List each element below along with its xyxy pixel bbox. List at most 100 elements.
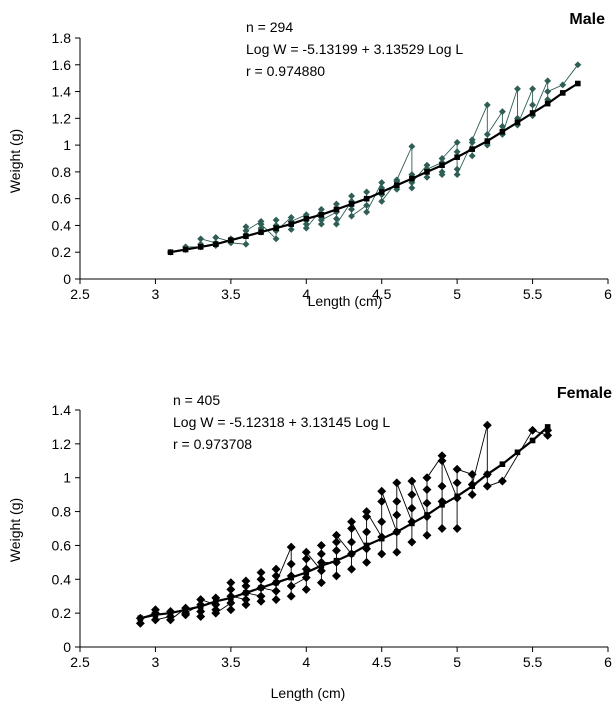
female-fitted-point (454, 493, 460, 500)
female-observed-point (407, 476, 417, 486)
female-observed-point (346, 564, 357, 574)
male-fitted-point (212, 241, 219, 247)
male-fitted-point (575, 80, 581, 87)
male-observed-point (287, 225, 295, 234)
female-observed-point (256, 567, 266, 578)
male-y-tick-label: 1 (63, 137, 71, 153)
female-observed-point (226, 605, 236, 615)
male-fitted-point (363, 195, 370, 202)
male-fitted-point (243, 233, 249, 239)
female-observed-point (362, 557, 372, 567)
female-observed-point (362, 527, 372, 537)
male-observed-point (498, 108, 506, 116)
female-x-tick-label: 6 (604, 654, 612, 670)
female-fitted-point (484, 471, 491, 478)
female-observed-point (392, 478, 402, 488)
female-observed-point (301, 573, 311, 583)
male-y-tick-label: 0.2 (52, 244, 72, 260)
female-fitted-point (182, 606, 189, 613)
female-observed-series-line (139, 425, 549, 624)
female-fitted-point (137, 615, 144, 622)
male-x-tick-label: 3.5 (221, 286, 241, 302)
female-observed-point (467, 469, 477, 479)
female-observed-point (286, 581, 296, 591)
male-observed-point (559, 81, 567, 89)
female-observed-point (377, 496, 387, 506)
male-observed-point (197, 235, 205, 243)
female-y-tick-label: 0.8 (52, 504, 72, 520)
male-fitted-point (394, 182, 400, 189)
female-observed-point (422, 498, 432, 508)
male-fitted-point (529, 110, 536, 116)
male-observed-point (242, 240, 250, 248)
female-observed-point (316, 540, 326, 550)
female-observed-point (392, 496, 402, 506)
female-fitted-point (363, 542, 370, 549)
male-fitted-series-line (170, 82, 579, 254)
female-fitted-point (197, 603, 204, 610)
male-regression-equation: Log W = -5.13199 + 3.13529 Log L (246, 41, 463, 57)
female-fitted-point (348, 551, 355, 557)
male-observed-point (363, 188, 371, 196)
male-observed-point (347, 205, 356, 213)
male-y-tick-label: 0.4 (52, 217, 72, 233)
female-observed-point (362, 507, 372, 517)
male-observed-point (468, 136, 476, 144)
female-fitted-point (243, 590, 249, 596)
male-observed-point (438, 171, 446, 179)
male-fitted-point (182, 246, 189, 253)
male-observed-point (513, 85, 522, 93)
male-x-tick-label: 4.5 (372, 286, 392, 302)
female-observed-point (452, 523, 462, 534)
female-observed-point (407, 490, 417, 500)
male-observed-point (544, 88, 552, 96)
female-observed-point (301, 584, 311, 594)
male-observed-point (453, 171, 461, 179)
male-fitted-point (167, 249, 174, 256)
female-observed-point (452, 464, 462, 474)
female-y-tick-label: 1.4 (52, 402, 72, 418)
female-fitted-point (228, 595, 234, 601)
male-fitted-point (378, 189, 385, 195)
male-observed-point (468, 152, 476, 160)
male-chart-title: Male (569, 11, 605, 28)
male-y-tick-label: 1.6 (52, 57, 72, 73)
female-fitted-point (409, 520, 415, 527)
female-regression-equation: Log W = -5.12318 + 3.13145 Log L (173, 414, 390, 430)
female-y-axis-label: Weight (g) (7, 498, 23, 562)
female-fitted-point (378, 535, 385, 542)
female-fitted-point (212, 598, 219, 605)
female-observed-point (286, 542, 296, 552)
male-x-tick-label: 4 (302, 286, 310, 302)
female-observed-point (331, 530, 342, 540)
female-fitted-point (424, 512, 430, 518)
male-observed-point (408, 184, 416, 192)
female-fitted-point (394, 529, 400, 535)
female-observed-point (467, 490, 477, 500)
female-fitted-point (152, 612, 159, 618)
female-x-tick-label: 4 (302, 654, 310, 670)
male-correlation: r = 0.974880 (246, 63, 325, 79)
female-observed-point (316, 549, 326, 559)
male-axes (75, 37, 609, 284)
male-y-tick-labels: 0 0.2 0.4 0.6 0.8 1 1.2 1.4 1.6 1.8 (52, 30, 72, 287)
female-fitted-point (288, 574, 294, 581)
male-fitted-point (544, 100, 551, 107)
female-fitted-point (318, 562, 325, 569)
female-observed-point (437, 481, 447, 491)
female-observed-point (452, 478, 462, 488)
male-observed-point (347, 192, 356, 200)
male-observed-point (408, 142, 416, 151)
male-observed-point (332, 220, 341, 228)
female-observed-point (241, 576, 251, 586)
female-observed-point (482, 481, 492, 491)
male-y-tick-label: 1.2 (52, 110, 72, 126)
female-fitted-point (258, 584, 264, 591)
female-x-tick-label: 3 (152, 654, 160, 670)
male-fitted-point (303, 215, 310, 222)
male-observed-point (544, 77, 552, 85)
male-fitted-point (258, 229, 264, 235)
female-observed-point (497, 476, 507, 486)
male-y-tick-label: 0.6 (52, 191, 72, 207)
